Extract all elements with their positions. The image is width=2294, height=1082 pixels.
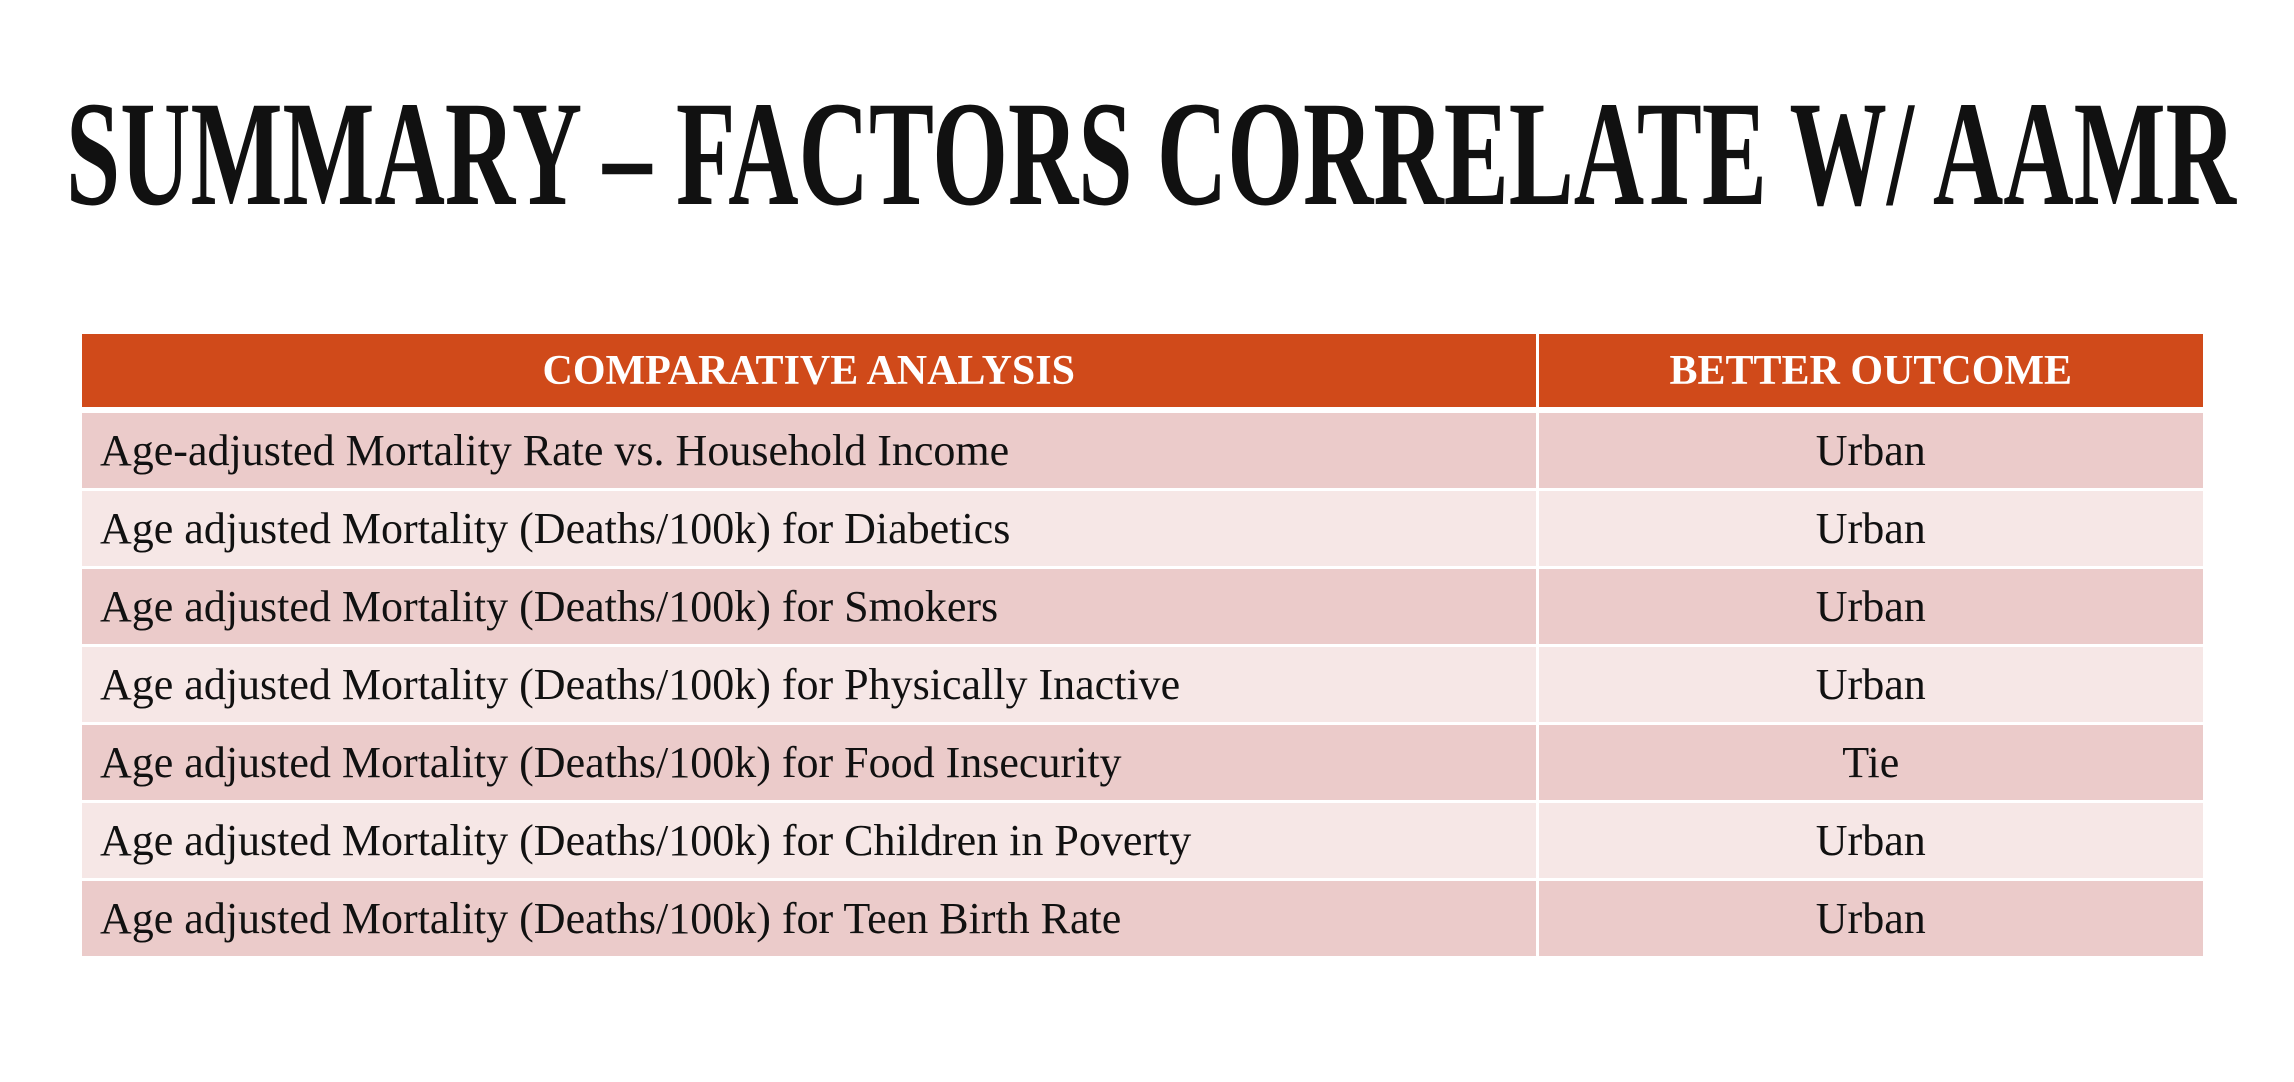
- table-row: Age adjusted Mortality (Deaths/100k) for…: [82, 801, 2203, 881]
- outcome-cell: Urban: [1537, 645, 2203, 725]
- outcome-cell: Urban: [1537, 801, 2203, 881]
- analysis-cell: Age adjusted Mortality (Deaths/100k) for…: [82, 567, 1539, 647]
- outcome-cell: Urban: [1537, 567, 2203, 647]
- table-row: Age adjusted Mortality (Deaths/100k) for…: [82, 567, 2203, 647]
- analysis-cell: Age adjusted Mortality (Deaths/100k) for…: [82, 801, 1539, 881]
- analysis-cell: Age-adjusted Mortality Rate vs. Househol…: [82, 410, 1539, 491]
- header-row: COMPARATIVE ANALYSIS BETTER OUTCOME: [82, 334, 2203, 413]
- outcome-cell: Urban: [1537, 489, 2203, 569]
- table-row: Age adjusted Mortality (Deaths/100k) for…: [82, 645, 2203, 725]
- table-body: Age-adjusted Mortality Rate vs. Househol…: [82, 410, 2203, 959]
- table-row: Age adjusted Mortality (Deaths/100k) for…: [82, 723, 2203, 803]
- table-row: Age adjusted Mortality (Deaths/100k) for…: [82, 879, 2203, 959]
- outcome-cell: Urban: [1537, 410, 2203, 491]
- table-row: Age-adjusted Mortality Rate vs. Househol…: [82, 410, 2203, 491]
- analysis-cell: Age adjusted Mortality (Deaths/100k) for…: [82, 489, 1539, 569]
- slide-title: SUMMARY – FACTORS CORRELATE W/ AAMR: [66, 71, 2237, 237]
- outcome-cell: Tie: [1537, 723, 2203, 803]
- title-area: SUMMARY – FACTORS CORRELATE W/ AAMR: [66, 71, 2237, 237]
- analysis-cell: Age adjusted Mortality (Deaths/100k) for…: [82, 723, 1539, 803]
- outcome-cell: Urban: [1537, 879, 2203, 959]
- analysis-cell: Age adjusted Mortality (Deaths/100k) for…: [82, 879, 1539, 959]
- header-cell: BETTER OUTCOME: [1537, 334, 2203, 413]
- header-cell: COMPARATIVE ANALYSIS: [82, 334, 1539, 413]
- comparison-table: COMPARATIVE ANALYSIS BETTER OUTCOME Age-…: [82, 334, 2203, 959]
- table-row: Age adjusted Mortality (Deaths/100k) for…: [82, 489, 2203, 569]
- analysis-cell: Age adjusted Mortality (Deaths/100k) for…: [82, 645, 1539, 725]
